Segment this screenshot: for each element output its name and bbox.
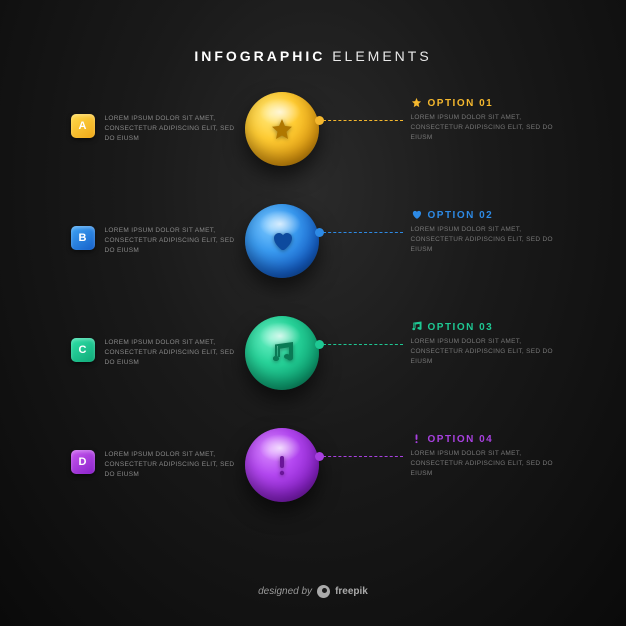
- header: INFOGRAPHIC ELEMENTS: [0, 0, 626, 94]
- sphere: [245, 92, 319, 166]
- freepik-logo-icon: [317, 585, 330, 598]
- infographic-row: B LOREM IPSUM DOLOR SIT AMET, CONSECTETU…: [0, 206, 626, 276]
- option-title: OPTION 01: [411, 97, 556, 109]
- infographic-rows: A LOREM IPSUM DOLOR SIT AMET, CONSECTETU…: [0, 94, 626, 500]
- letter-badge: D: [71, 450, 95, 474]
- connector-line: [323, 456, 403, 457]
- title-bold: INFOGRAPHIC: [194, 48, 325, 64]
- footer-brand: freepik: [335, 586, 368, 597]
- connector-line: [323, 120, 403, 121]
- left-description: LOREM IPSUM DOLOR SIT AMET, CONSECTETUR …: [105, 114, 241, 143]
- option-title: OPTION 03: [411, 321, 556, 333]
- right-block: OPTION 04 LOREM IPSUM DOLOR SIT AMET, CO…: [411, 433, 556, 478]
- option-description: LOREM IPSUM DOLOR SIT AMET, CONSECTETUR …: [411, 113, 556, 142]
- star-icon: [269, 116, 295, 142]
- option-description: LOREM IPSUM DOLOR SIT AMET, CONSECTETUR …: [411, 449, 556, 478]
- letter-badge: B: [71, 226, 95, 250]
- heart-icon: [269, 228, 295, 254]
- left-description: LOREM IPSUM DOLOR SIT AMET, CONSECTETUR …: [105, 338, 241, 367]
- sphere: [245, 316, 319, 390]
- left-block: D LOREM IPSUM DOLOR SIT AMET, CONSECTETU…: [71, 450, 241, 479]
- heart-icon: [411, 209, 423, 221]
- star-icon: [411, 97, 423, 109]
- option-title: OPTION 04: [411, 433, 556, 445]
- option-label: OPTION 01: [428, 98, 494, 109]
- sphere: [245, 428, 319, 502]
- right-block: OPTION 03 LOREM IPSUM DOLOR SIT AMET, CO…: [411, 321, 556, 366]
- infographic-row: A LOREM IPSUM DOLOR SIT AMET, CONSECTETU…: [0, 94, 626, 164]
- option-label: OPTION 04: [428, 434, 494, 445]
- option-label: OPTION 02: [428, 210, 494, 221]
- option-label: OPTION 03: [428, 322, 494, 333]
- footer-credit: designed by freepik: [0, 585, 626, 598]
- connector-line: [323, 344, 403, 345]
- title-light: ELEMENTS: [332, 48, 431, 64]
- left-block: A LOREM IPSUM DOLOR SIT AMET, CONSECTETU…: [71, 114, 241, 143]
- right-block: OPTION 02 LOREM IPSUM DOLOR SIT AMET, CO…: [411, 209, 556, 254]
- music-icon: [269, 340, 295, 366]
- exclaim-icon: [269, 452, 295, 478]
- connector-dot: [315, 228, 324, 237]
- music-icon: [411, 321, 423, 333]
- left-description: LOREM IPSUM DOLOR SIT AMET, CONSECTETUR …: [105, 450, 241, 479]
- right-block: OPTION 01 LOREM IPSUM DOLOR SIT AMET, CO…: [411, 97, 556, 142]
- connector-dot: [315, 340, 324, 349]
- left-block: C LOREM IPSUM DOLOR SIT AMET, CONSECTETU…: [71, 338, 241, 367]
- option-description: LOREM IPSUM DOLOR SIT AMET, CONSECTETUR …: [411, 225, 556, 254]
- connector-dot: [315, 452, 324, 461]
- option-title: OPTION 02: [411, 209, 556, 221]
- footer-prefix: designed by: [258, 586, 312, 597]
- letter-badge: C: [71, 338, 95, 362]
- option-description: LOREM IPSUM DOLOR SIT AMET, CONSECTETUR …: [411, 337, 556, 366]
- sphere: [245, 204, 319, 278]
- exclaim-icon: [411, 433, 423, 445]
- connector-dot: [315, 116, 324, 125]
- infographic-row: C LOREM IPSUM DOLOR SIT AMET, CONSECTETU…: [0, 318, 626, 388]
- left-block: B LOREM IPSUM DOLOR SIT AMET, CONSECTETU…: [71, 226, 241, 255]
- connector-line: [323, 232, 403, 233]
- infographic-row: D LOREM IPSUM DOLOR SIT AMET, CONSECTETU…: [0, 430, 626, 500]
- letter-badge: A: [71, 114, 95, 138]
- page-title: INFOGRAPHIC ELEMENTS: [0, 48, 626, 64]
- left-description: LOREM IPSUM DOLOR SIT AMET, CONSECTETUR …: [105, 226, 241, 255]
